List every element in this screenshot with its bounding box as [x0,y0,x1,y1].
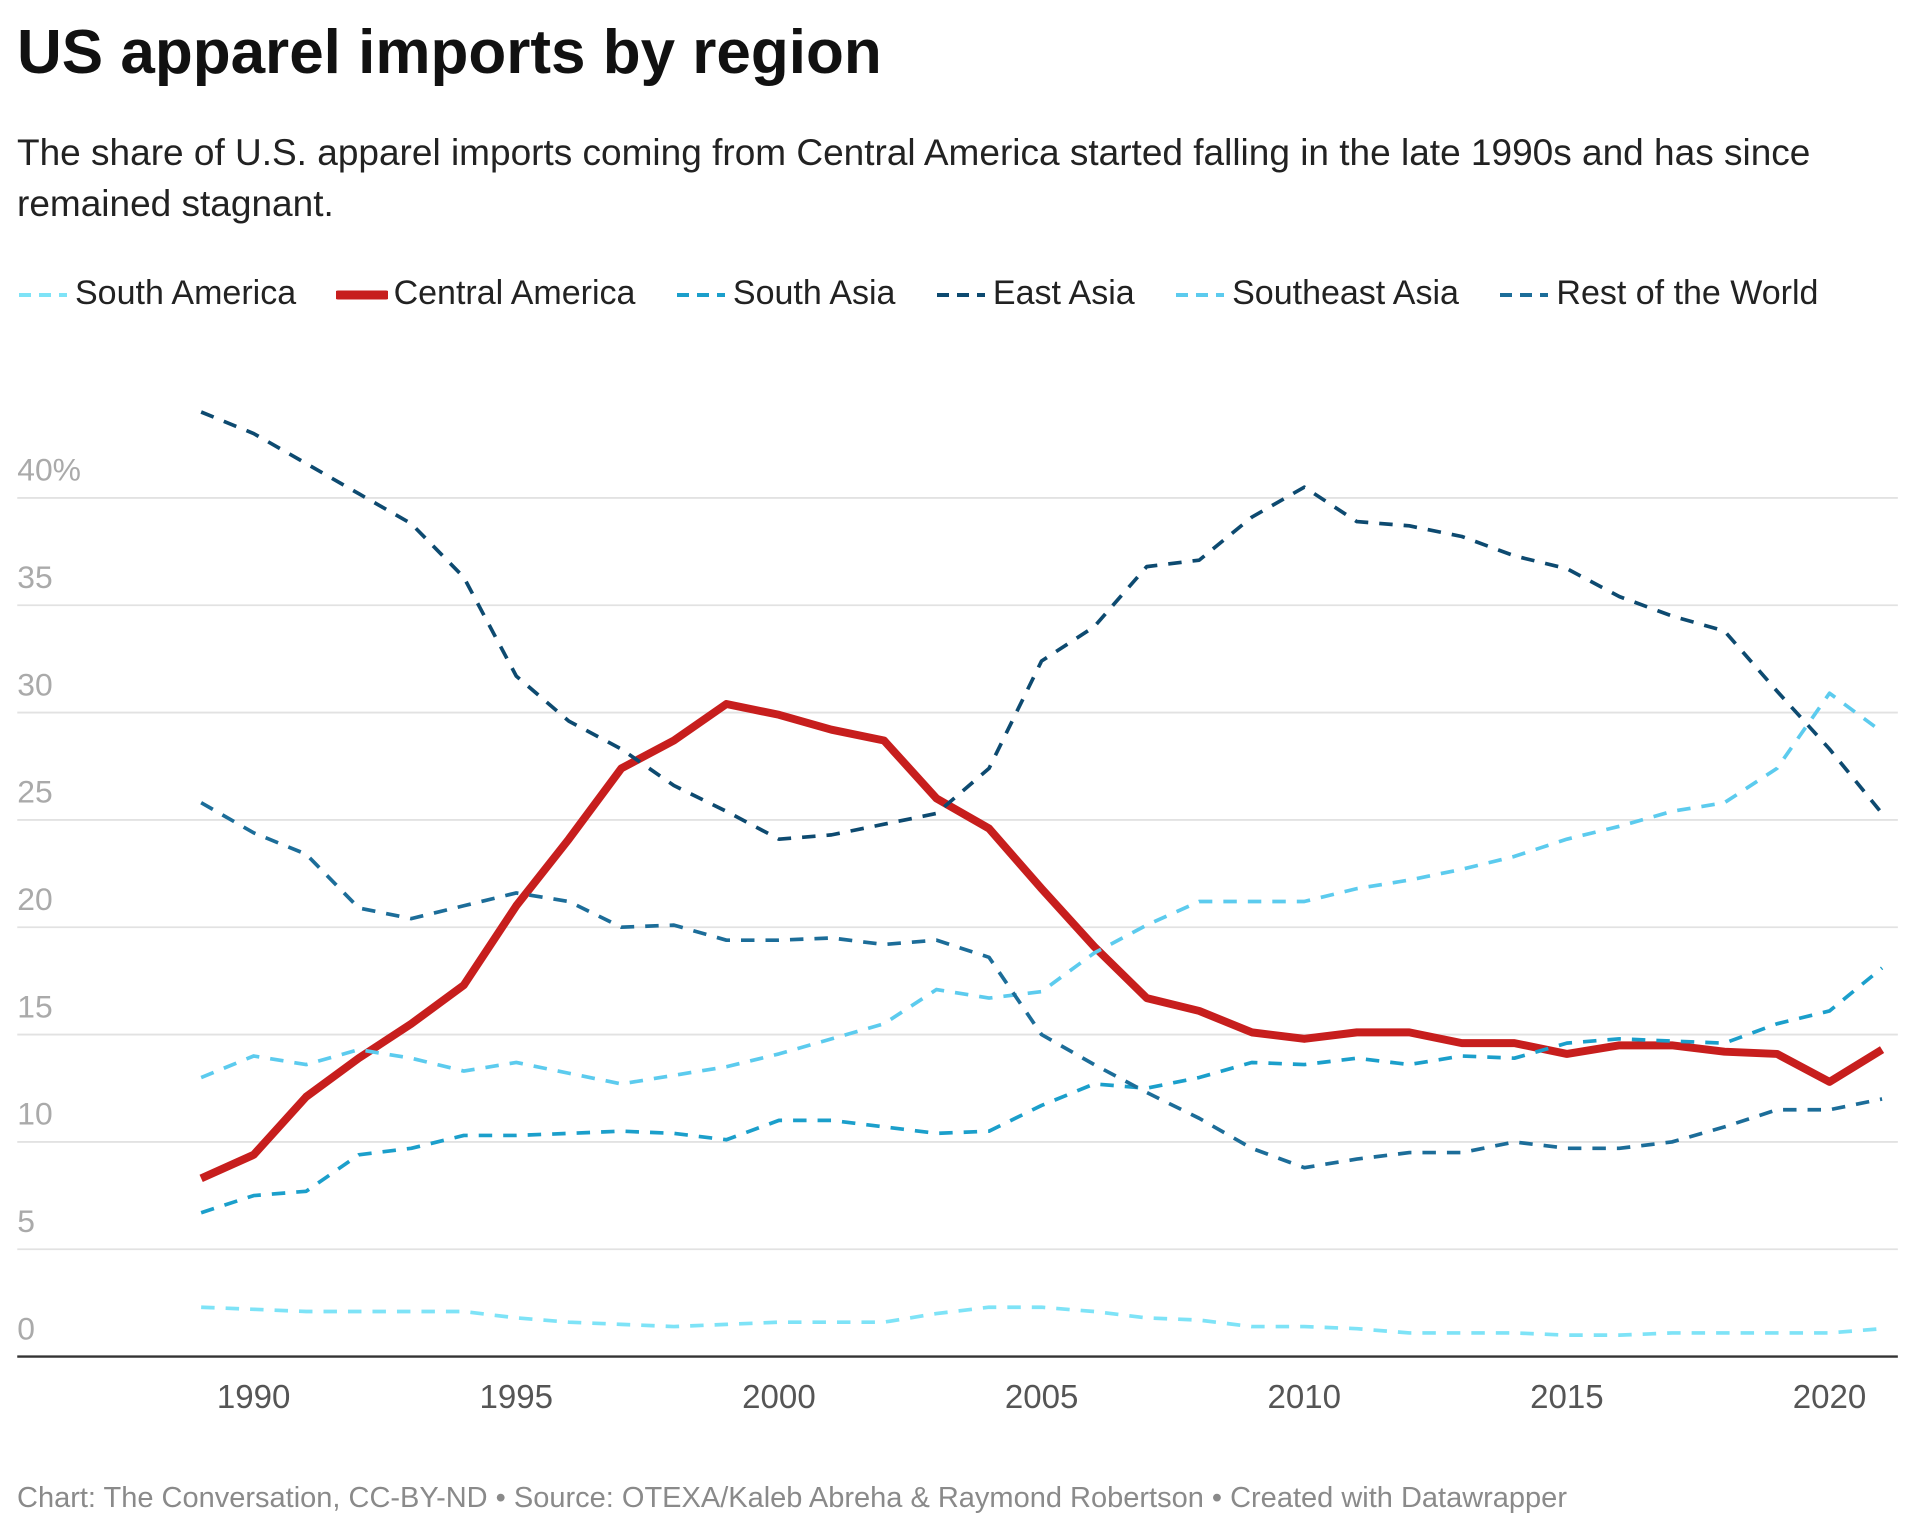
legend: South America Central America South Asia… [17,263,1887,323]
y-tick-label: 20 [17,881,52,917]
x-tick-label: 2010 [1267,1379,1341,1416]
legend-item: South America [17,274,296,312]
legend-label: Central America [393,274,636,312]
legend-swatch [19,293,67,298]
legend-label: Southeast Asia [1232,274,1459,312]
legend-label: Rest of the World [1556,274,1819,312]
series-line [200,966,1884,1215]
legend-item: South Asia [675,274,896,312]
y-tick-label: 5 [17,1203,35,1239]
legend-item: East Asia [935,274,1135,312]
legend-swatch [1176,293,1225,298]
legend-label: South Asia [732,274,896,312]
series-line [200,801,1883,1170]
x-tick-label: 2020 [1793,1379,1867,1416]
y-tick-label: 25 [17,774,52,810]
y-tick-label: 15 [17,988,52,1024]
legend-item: Central America [333,274,636,312]
legend-label: East Asia [992,274,1135,312]
legend-item: Rest of the World [1498,274,1818,312]
chart-subtitle: The share of U.S. apparel imports coming… [17,132,1811,224]
source-note: Chart: The Conversation, CC-BY-ND • Sour… [17,1482,1567,1514]
legend-item: Southeast Asia [1174,274,1459,312]
legend-swatch [676,293,725,298]
legend-swatch [1500,293,1549,298]
y-tick-label: 35 [17,559,52,595]
chart-title: US apparel imports by region [17,18,882,87]
legend-swatch [333,290,391,300]
series-line [199,700,1885,1183]
x-tick-label: 1990 [217,1379,291,1416]
y-tick-label: 10 [17,1096,52,1132]
y-tick-label: 30 [17,666,52,702]
series-line [201,1305,1883,1337]
x-tick-label: 2000 [742,1379,816,1416]
x-tick-label: 2005 [1005,1379,1079,1416]
x-tick-label: 2015 [1530,1379,1604,1416]
y-tick-label: 40% [17,452,81,488]
legend-swatch [936,293,985,298]
series-line [200,410,1884,842]
x-tick-label: 1995 [480,1379,554,1416]
legend-label: South America [75,274,297,312]
y-tick-label: 0 [17,1310,35,1346]
